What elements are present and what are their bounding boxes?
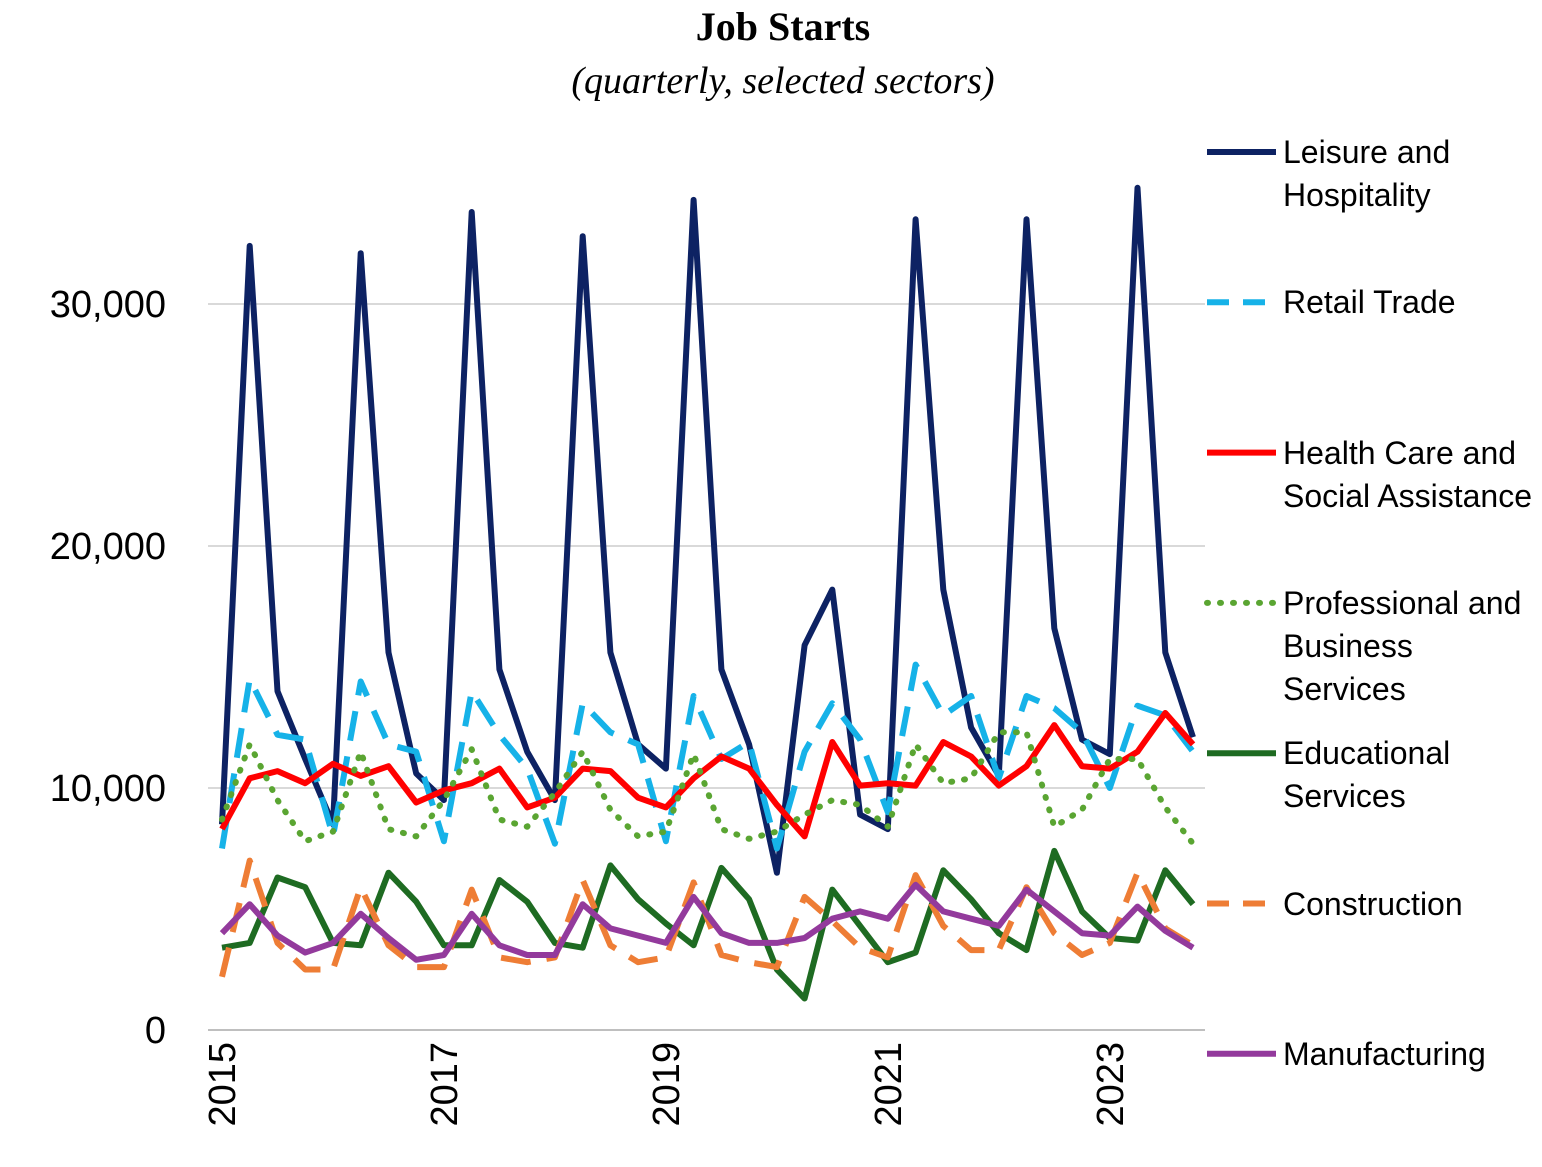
x-tick-label: 2019 — [646, 1042, 688, 1127]
line-series — [219, 661, 1196, 852]
line-series — [221, 847, 1196, 1002]
y-tick-label: 10,000 — [50, 768, 166, 810]
line-series — [219, 729, 1196, 847]
legend-label: Manufacturing — [1283, 1035, 1486, 1072]
line-series — [219, 184, 1196, 876]
line-series — [219, 881, 1195, 963]
x-tick-label: 2017 — [424, 1042, 466, 1127]
legend-label: Construction — [1283, 885, 1463, 922]
legend-label: Professional and Business Services — [1283, 584, 1522, 707]
legend-label: Health Care and Social Assistance — [1283, 434, 1533, 514]
legend-label: Retail Trade — [1283, 284, 1456, 321]
y-tick-label: 20,000 — [50, 526, 166, 568]
y-tick-label: 0 — [145, 1010, 166, 1052]
x-tick-label: 2021 — [868, 1042, 910, 1127]
chart-title: Job Starts — [696, 4, 870, 49]
line-series — [219, 710, 1196, 840]
legend-label: Educational Services — [1283, 735, 1451, 815]
y-tick-label: 30,000 — [50, 284, 166, 326]
x-tick-label: 2023 — [1090, 1042, 1132, 1127]
chart-subtitle: (quarterly, selected sectors) — [571, 60, 994, 102]
x-tick-label: 2015 — [202, 1042, 244, 1127]
legend-label: Leisure and Hospitality — [1283, 134, 1451, 213]
